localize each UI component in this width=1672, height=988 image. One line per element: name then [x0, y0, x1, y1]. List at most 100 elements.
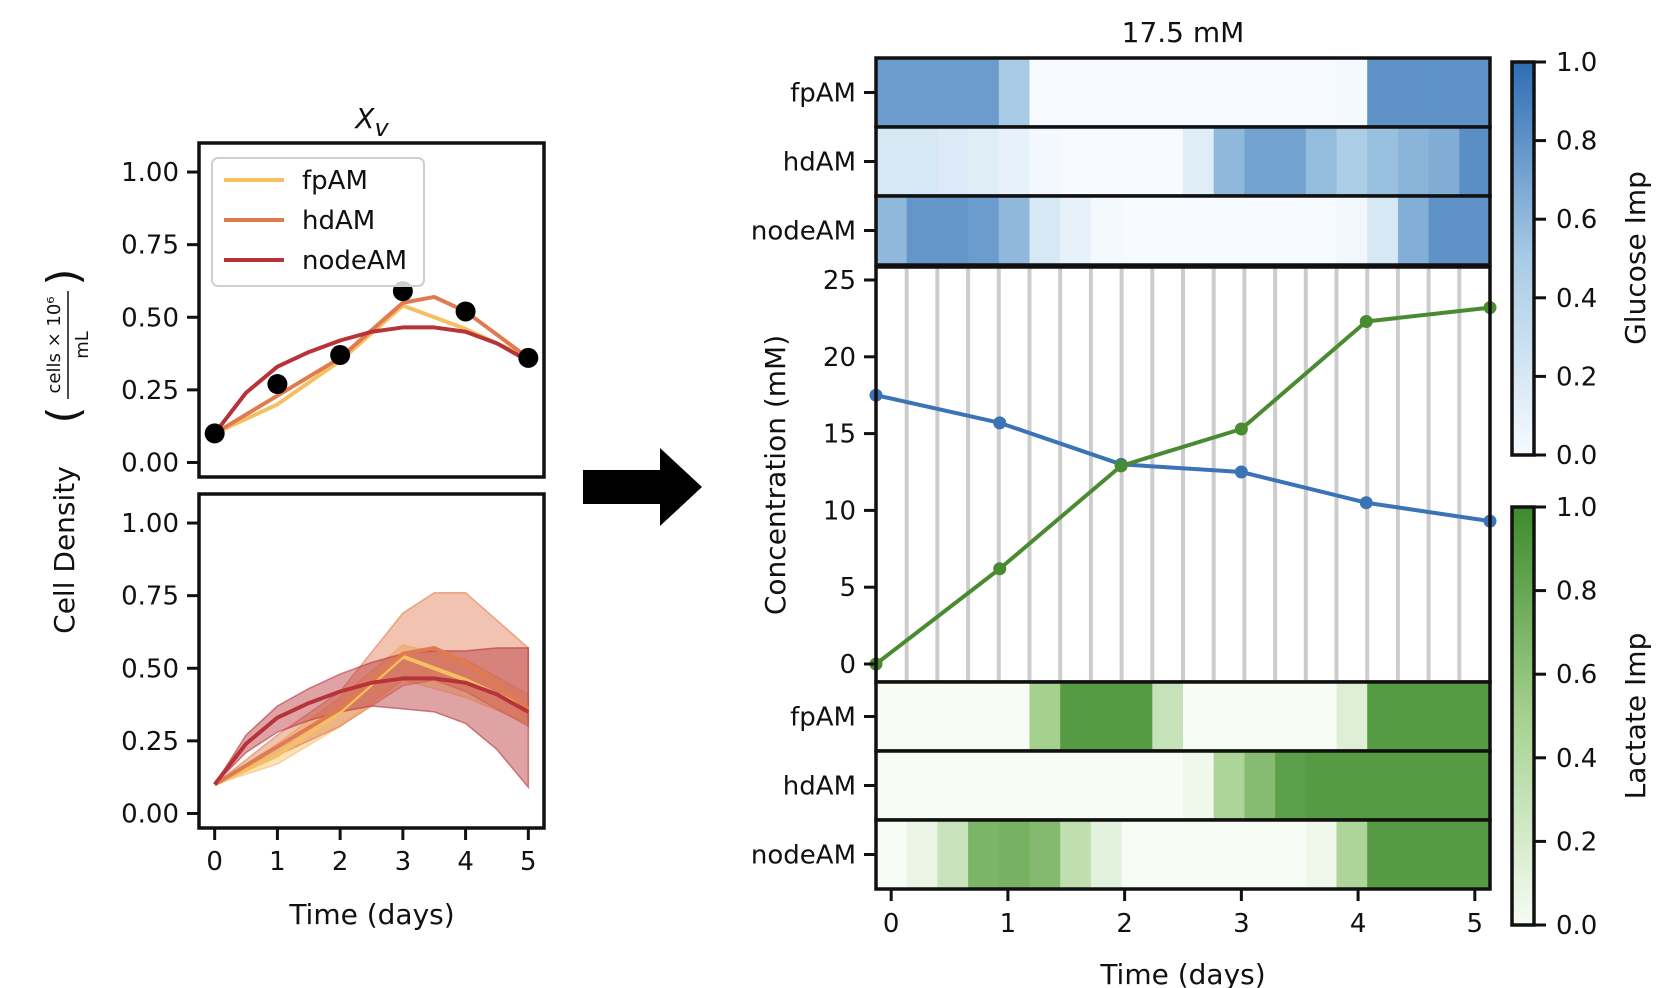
glucose-heatmap-cell: [1152, 58, 1184, 127]
y-label-close-paren: ): [38, 268, 89, 285]
glucose-point: [993, 416, 1007, 430]
glucose-heatmap-cell: [1213, 127, 1245, 196]
lactate-heatmap-cell: [1183, 820, 1215, 889]
left-panel-title: Xv: [353, 102, 389, 142]
left-bottom-y-ticks: 1.00 0.75 0.50 0.25 0.00: [121, 509, 199, 829]
left-x-tick-label: 5: [520, 847, 537, 877]
glucose-heatmap-cell: [968, 58, 1000, 127]
lactate-heatmap-cell: [1305, 751, 1338, 820]
lactate-heatmap-cell: [1428, 820, 1460, 889]
glucose-heatmap-cell: [1029, 58, 1061, 127]
glucose-heatmap-cell: [1029, 127, 1061, 196]
lactate-colorbar-tick-label: 0.2: [1556, 827, 1597, 857]
glucose-colorbar-tick-label: 1.0: [1556, 48, 1597, 78]
left-top-y-tick-label: 0.50: [121, 303, 179, 333]
lactate-line: [874, 305, 1491, 666]
glucose-heatmap-cell: [1367, 196, 1399, 265]
glucose-colorbar-label: Glucose Imp: [1619, 171, 1652, 345]
lactate-point: [1114, 459, 1128, 473]
cell-density-fit-panel: Xv fpAM hdAM nodeAM 1.00 0.75 0.50 0.25 0.00: [121, 102, 546, 479]
glucose-heatmap-cell: [937, 196, 969, 265]
observed-point: [204, 423, 225, 444]
glucose-colorbar-tick-label: 0.4: [1556, 284, 1597, 314]
lactate-heatmap-row-labels: fpAM hdAM nodeAM: [751, 703, 876, 871]
legend-label-hdam: hdAM: [302, 206, 375, 236]
lactate-heatmap-cell: [1121, 820, 1153, 889]
lactate-heatmap-cell: [1213, 682, 1245, 751]
lactate-heatmap-cell: [1121, 682, 1153, 751]
y-label-unit-numerator: cells × 10⁶: [44, 297, 65, 394]
lactate-heatmap-cell: [1367, 751, 1399, 820]
glucose-heatmap-cell: [1090, 58, 1123, 127]
lactate-heatmap-cell: [968, 820, 1000, 889]
lactate-colorbar: 1.0 0.8 0.6 0.4 0.2 0.0 Lactate Imp: [1510, 493, 1652, 941]
lactate-heatmap-cell: [1336, 751, 1368, 820]
glucose-point: [1234, 465, 1248, 479]
lactate-heatmap-cell: [1428, 751, 1460, 820]
glucose-heatmap-cell: [937, 127, 969, 196]
left-bottom-y-tick-label: 0.75: [121, 582, 179, 612]
glucose-point: [1359, 496, 1373, 510]
lactate-heatmap-cell: [1275, 682, 1307, 751]
lactate-heatmap-cell: [1275, 820, 1307, 889]
glucose-heatmap-row-label: fpAM: [790, 79, 856, 109]
concentration-y-tick-label: 15: [823, 420, 856, 450]
mean-line-nodeam: [213, 676, 530, 786]
glucose-heatmap-cell: [1459, 196, 1491, 265]
lactate-heatmap-cell: [1029, 820, 1061, 889]
lactate-colorbar-ticks: 1.0 0.8 0.6 0.4 0.2 0.0: [1534, 493, 1597, 941]
observed-point: [267, 374, 288, 395]
lactate-heatmap-row-label: fpAM: [790, 703, 856, 733]
lactate-heatmap-cell: [1244, 751, 1276, 820]
lactate-heatmap-cell: [937, 751, 969, 820]
glucose-heatmap-cell: [1029, 196, 1061, 265]
lactate-colorbar-gradient: [1510, 505, 1536, 927]
lactate-heatmap-cell: [998, 682, 1031, 751]
lactate-heatmap-cell: [1305, 820, 1338, 889]
lactate-heatmap-row-label: hdAM: [783, 772, 856, 802]
glucose-heatmap-cell: [1459, 127, 1491, 196]
glucose-heatmap-cell: [1367, 127, 1399, 196]
left-bottom-y-tick-label: 1.00: [121, 509, 179, 539]
glucose-heatmap-cell: [1213, 196, 1245, 265]
lactate-colorbar-tick-label: 0.0: [1556, 911, 1597, 941]
lactate-colorbar-tick-label: 0.8: [1556, 577, 1597, 607]
glucose-colorbar: 1.0 0.8 0.6 0.4 0.2 0.0 Glucose Imp: [1510, 48, 1652, 471]
glucose-heatmap-cell: [1305, 127, 1338, 196]
left-top-y-ticks: 1.00 0.75 0.50 0.25 0.00: [121, 158, 199, 478]
lactate-heatmap-cell: [968, 751, 1000, 820]
glucose-heatmap-cell: [1213, 58, 1245, 127]
lactate-heatmap-cell: [998, 751, 1031, 820]
left-x-tick-label: 2: [332, 847, 349, 877]
glucose-heatmap-cell: [1428, 196, 1460, 265]
lactate-heatmap-cell: [1397, 682, 1430, 751]
observed-point: [455, 301, 476, 322]
lactate-heatmap-cell: [1029, 751, 1061, 820]
lactate-heatmap-cell: [1213, 820, 1245, 889]
glucose-heatmap-cell: [968, 127, 1000, 196]
lactate-heatmap-cell: [1121, 751, 1153, 820]
glucose-heatmap-cell: [998, 127, 1031, 196]
lactate-heatmap-cell: [1459, 682, 1491, 751]
lactate-heatmap-cell: [968, 682, 1000, 751]
glucose-heatmap-cell: [1336, 58, 1368, 127]
lactate-heatmap-cell: [998, 820, 1031, 889]
glucose-heatmap-cell: [1244, 58, 1276, 127]
left-x-axis-label: Time (days): [288, 898, 454, 931]
glucose-heatmap-cell: [1244, 196, 1276, 265]
right-x-axis-label: Time (days): [1099, 958, 1265, 988]
lactate-heatmap-cell: [1397, 820, 1430, 889]
lactate-heatmap-cell: [1367, 820, 1399, 889]
lactate-heatmap-cell: [1428, 682, 1460, 751]
observed-point: [518, 347, 539, 368]
glucose-heatmap-cell: [1275, 58, 1307, 127]
concentration-grid: [904, 267, 1462, 682]
left-top-y-tick-label: 1.00: [121, 158, 179, 188]
lactate-point: [1234, 422, 1248, 436]
glucose-heatmap-cell: [1121, 58, 1153, 127]
lactate-heatmap-cell: [1152, 820, 1184, 889]
lactate-point: [1359, 314, 1373, 328]
right-panel-title: 17.5 mM: [1122, 16, 1245, 49]
left-top-y-tick-label: 0.75: [121, 231, 179, 261]
lactate-heatmap-cell: [937, 820, 969, 889]
